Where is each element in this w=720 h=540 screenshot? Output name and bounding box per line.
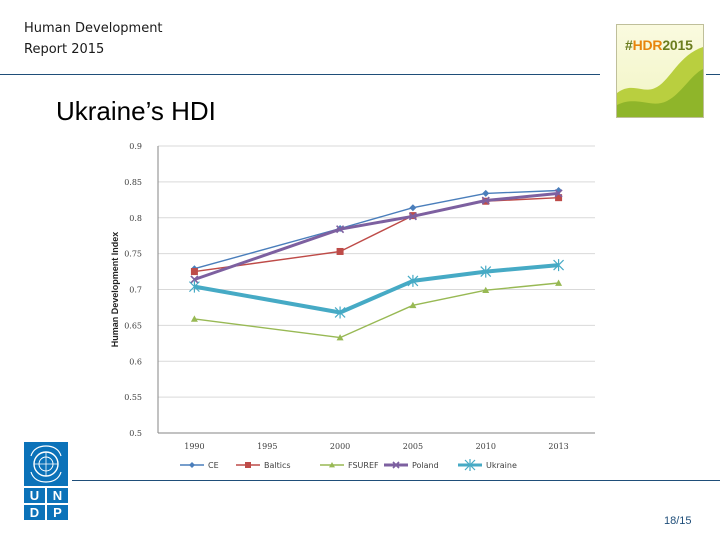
data-point-fsuref — [555, 279, 563, 286]
hdi-chart: 0.5 0.55 0.6 0.65 0.7 0.75 0.8 0.85 0.9 1990 1995 2… — [100, 128, 610, 478]
series-line-poland — [193, 191, 559, 281]
undp-logo: U N D P — [24, 442, 68, 520]
x-tick-label: 2010 — [476, 442, 496, 451]
page-title: Ukraine’s HDI — [56, 96, 216, 126]
hdr-badge-label: #HDR2015 — [625, 37, 693, 53]
undp-letter-u: U — [24, 488, 45, 503]
data-point-fsuref — [336, 334, 344, 341]
legend-label-baltics: Baltics — [264, 461, 291, 470]
header-line-1: Human Development — [24, 21, 163, 36]
y-tick-label: 0.65 — [124, 321, 142, 330]
data-point-ukraine — [334, 306, 346, 319]
y-tick-label: 0.7 — [129, 286, 142, 295]
data-point-ce — [482, 189, 490, 197]
hdr-badge-hash: # — [625, 37, 633, 53]
hdr-badge-hdr: HDR — [632, 37, 663, 53]
series-line-fsuref — [194, 282, 559, 339]
y-tick-label: 0.75 — [124, 250, 142, 259]
data-point-poland — [481, 196, 490, 205]
page-number: 18/15 — [664, 515, 692, 527]
data-point-ukraine — [480, 265, 492, 278]
data-point-ukraine — [553, 259, 565, 272]
hdr2015-badge: #HDR2015 — [616, 24, 704, 118]
hdr-badge-hills — [617, 47, 703, 117]
legend-marker-ce — [189, 462, 195, 468]
legend-label-poland: Poland — [412, 461, 439, 470]
y-tick-label: 0.8 — [129, 214, 142, 223]
y-tick-label: 0.55 — [124, 393, 142, 402]
header-line-2: Report 2015 — [24, 42, 105, 57]
un-emblem-icon — [24, 442, 68, 486]
y-tick-label: 0.85 — [124, 178, 142, 187]
bottom-divider — [72, 480, 720, 481]
legend-label-ukraine: Ukraine — [486, 461, 517, 470]
top-divider — [0, 74, 600, 75]
report-header: Human Development Report 2015 — [24, 18, 163, 60]
undp-letter-p: P — [47, 505, 68, 520]
hdr-badge-year: 2015 — [662, 37, 693, 53]
data-point-poland — [336, 225, 345, 234]
data-point-ukraine — [407, 274, 419, 287]
x-tick-label: 1995 — [257, 442, 277, 451]
y-tick-label: 0.9 — [129, 142, 142, 151]
undp-letter-d: D — [24, 505, 45, 520]
legend-marker-poland — [392, 461, 400, 469]
data-point-baltics — [190, 268, 198, 276]
x-tick-label: 2000 — [330, 442, 350, 451]
y-axis-title: Human Development Index — [110, 232, 120, 348]
y-tick-label: 0.6 — [129, 357, 142, 366]
legend-marker-fsuref — [329, 462, 335, 468]
data-point-poland — [408, 212, 417, 221]
data-point-ukraine — [188, 280, 200, 293]
x-tick-label: 2013 — [548, 442, 568, 451]
data-point-poland — [190, 275, 199, 284]
legend-marker-baltics — [245, 462, 251, 468]
top-divider-right — [706, 74, 720, 75]
legend-label-fsuref: FSUREF — [348, 461, 379, 470]
data-point-baltics — [555, 194, 563, 202]
hdi-line-chart: 0.5 0.55 0.6 0.65 0.7 0.75 0.8 0.85 0.9 1990 1995 2… — [110, 142, 595, 471]
x-tick-label: 2005 — [403, 442, 423, 451]
data-point-fsuref — [482, 286, 490, 294]
data-point-fsuref — [409, 301, 417, 309]
x-tick-label: 1990 — [184, 442, 204, 451]
data-point-poland — [554, 189, 563, 198]
legend-marker-ukraine — [464, 459, 476, 471]
data-point-baltics — [336, 247, 344, 255]
data-point-fsuref — [190, 315, 198, 322]
legend-label-ce: CE — [208, 461, 219, 470]
series-line-ce — [194, 189, 559, 270]
y-tick-label: 0.5 — [129, 429, 142, 438]
undp-letter-n: N — [47, 488, 68, 503]
data-point-ce — [409, 204, 417, 212]
